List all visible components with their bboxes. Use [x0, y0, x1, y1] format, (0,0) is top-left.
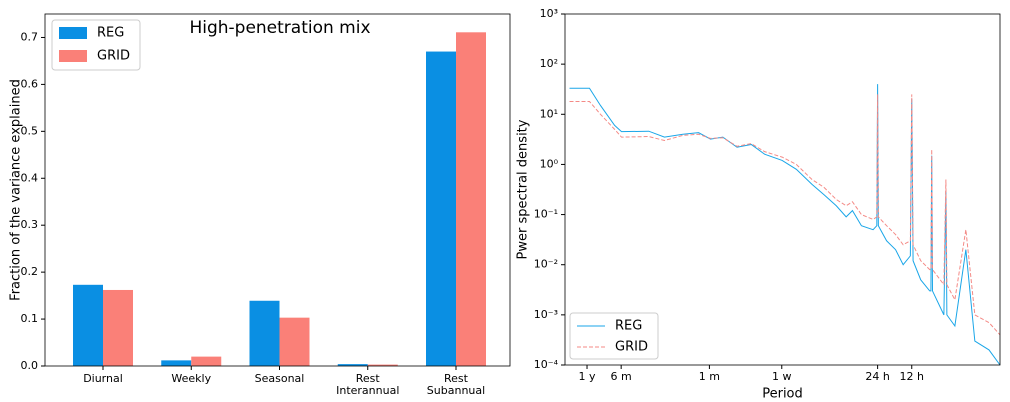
x-tick-label: 24 h [865, 370, 889, 383]
x-tick-label: Seasonal [255, 372, 305, 385]
legend-swatch [59, 50, 87, 62]
x-tick-label: 1 y [579, 370, 596, 383]
x-tick-label: 6 m [611, 370, 632, 383]
series-line [569, 94, 1001, 336]
plot-frame [564, 13, 1001, 366]
x-tick-label: 1 w [772, 370, 792, 383]
y-tick-label: 10⁻¹ [534, 208, 558, 221]
y-tick-label: 10¹ [540, 107, 558, 120]
y-tick-label: 0.5 [21, 124, 39, 137]
y-tick-label: 10⁻⁴ [534, 358, 559, 371]
plot-frame [44, 13, 511, 367]
y-tick-label: 10³ [540, 7, 558, 20]
y-tick-label: 0.1 [21, 312, 39, 325]
bar [161, 360, 192, 366]
y-tick-label: 0.2 [21, 265, 39, 278]
y-tick-label: 0.0 [21, 359, 39, 372]
bar [249, 300, 280, 366]
y-tick-label: 0.3 [21, 218, 39, 231]
y-tick-label: 10⁻³ [534, 308, 558, 321]
x-tick-label: Weekly [171, 372, 211, 385]
y-axis-label: Pwer spectral density [516, 119, 531, 259]
bar [73, 284, 103, 366]
bar [456, 32, 486, 366]
series-line [569, 84, 1001, 366]
x-tick-label: 1 m [699, 370, 720, 383]
y-tick-label: 10⁻² [534, 258, 558, 271]
x-tick-label: Rest Interannual [336, 372, 399, 397]
y-axis-label: Fraction of the variance explained [9, 79, 24, 301]
x-axis-label: Period [762, 387, 803, 402]
bar [103, 289, 133, 366]
legend-label: GRID [615, 340, 648, 355]
x-tick-label: Rest Subannual [427, 372, 485, 397]
y-tick-label: 0.6 [21, 77, 39, 90]
bar [426, 51, 456, 367]
x-tick-label: Diurnal [83, 372, 123, 385]
legend-label: REG [97, 26, 124, 41]
y-tick-label: 0.4 [21, 171, 39, 184]
bar [337, 364, 368, 366]
legend-label: GRID [97, 49, 130, 64]
x-tick-label: 12 h [900, 370, 924, 383]
y-tick-label: 10⁰ [540, 157, 559, 170]
legend-label: REG [615, 319, 642, 334]
legend-swatch [59, 27, 87, 39]
y-tick-label: 0.7 [21, 30, 39, 43]
chart-title: High-penetration mix [189, 18, 370, 38]
bar [367, 364, 398, 366]
bar [279, 317, 310, 366]
y-tick-label: 10² [540, 57, 558, 70]
bar [191, 356, 222, 366]
